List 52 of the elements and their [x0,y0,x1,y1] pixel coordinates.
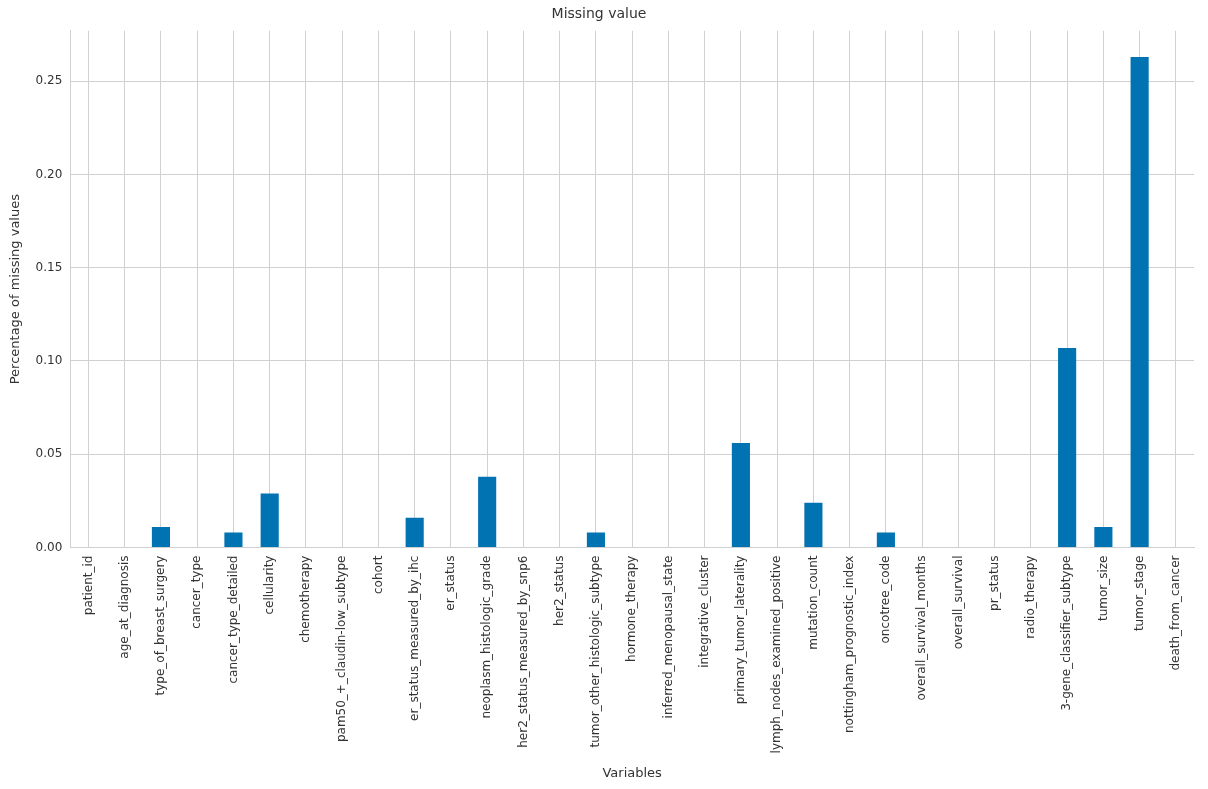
x-tick-label: cohort [370,555,385,595]
y-axis-title: Percentage of missing values [7,193,23,385]
bar [478,476,497,548]
x-tick-label: tumor_other_histologic_subtype [588,555,603,748]
x-tick-label: nottingham_prognostic_index [841,555,856,734]
x-tick-label: pr_status [986,555,1001,611]
x-tick-label: chemotherapy [298,555,313,643]
bar [731,443,750,548]
x-axis-title: Variables [602,764,663,780]
x-tick-label: radio_therapy [1023,555,1038,639]
x-tick-label: lymph_nodes_examined_positive [769,555,784,754]
bar [876,532,895,548]
x-tick-label: tumor_stage [1131,555,1146,632]
x-tick-label: integrative_cluster [696,555,711,668]
y-tick-label: 0.10 [35,353,63,368]
y-tick-label: 0.15 [35,259,63,274]
x-tick-label: er_status [443,555,458,611]
x-tick-label: tumor_size [1095,555,1110,622]
x-tick-label: 3-gene_classifier_subtype [1059,555,1074,711]
x-tick-label: oncotree_code [878,555,893,644]
x-tick-label: age_at_diagnosis [116,555,131,659]
bar [804,502,823,548]
x-tick-label: type_of_breast_surgery [153,555,168,696]
x-tick-label: er_status_measured_by_ihc [406,555,421,721]
y-tick-label: 0.05 [35,446,63,461]
x-tick-label: inferred_menopausal_state [660,555,675,719]
bar [586,532,605,548]
x-tick-label: mutation_count [805,555,820,650]
bar [1094,527,1113,548]
y-tick-label: 0.20 [35,166,63,181]
chart-title: Missing value [551,5,647,22]
x-tick-label: primary_tumor_laterality [733,555,748,705]
bar [224,532,243,548]
x-tick-label: neoplasm_histologic_grade [479,555,494,719]
x-tick-label: cancer_type_detailed [225,555,240,684]
bar [405,517,424,548]
y-tick-label: 0.25 [35,73,63,88]
x-tick-label: cancer_type [189,555,204,629]
bar [1130,56,1149,548]
bar [260,493,279,548]
x-tick-label: death_from_cancer [1168,555,1182,671]
x-tick-label: overall_survival_months [914,555,929,701]
x-tick-label: patient_id [80,555,95,616]
x-tick-label: her2_status_measured_by_snp6 [515,555,530,748]
bar [1058,347,1077,548]
x-tick-label: pam50_+_claudin-low_subtype [334,555,349,743]
x-tick-label: her2_status [551,555,566,626]
x-tick-label: cellularity [261,555,276,615]
bar [151,527,170,548]
x-tick-label: overall_survival [950,555,965,650]
y-tick-label: 0.00 [35,539,63,554]
x-tick-label: hormone_therapy [624,555,639,662]
